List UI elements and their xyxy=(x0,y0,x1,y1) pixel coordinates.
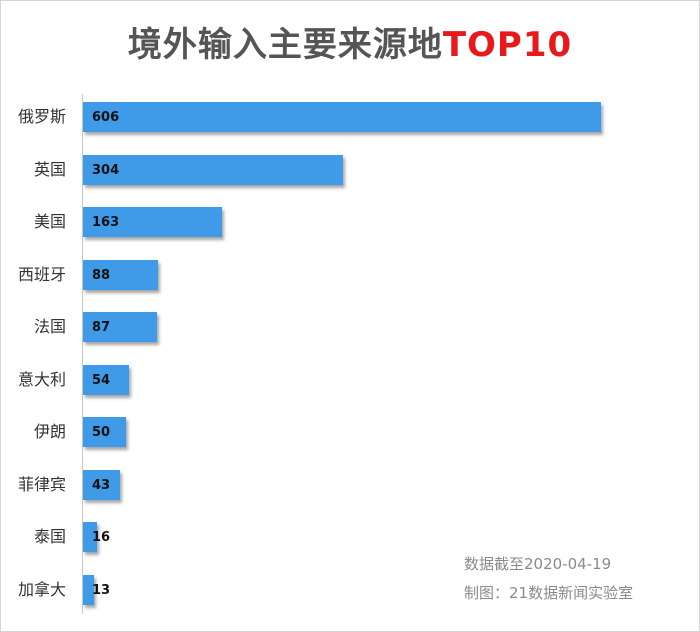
bar-value-label: 50 xyxy=(92,425,111,440)
bar-value-label: 43 xyxy=(92,477,111,493)
bar xyxy=(83,522,97,552)
category-label: 菲律宾 xyxy=(17,474,66,494)
category-label: 俄罗斯 xyxy=(17,107,66,126)
bar xyxy=(83,207,223,237)
bar-value-label: 16 xyxy=(92,530,111,545)
bar-value-label: 606 xyxy=(92,110,120,125)
bar xyxy=(83,574,95,605)
chart-title-accent: TOP10 xyxy=(442,25,573,65)
category-label: 加拿大 xyxy=(17,579,66,599)
bar xyxy=(83,102,601,132)
category-label: 法国 xyxy=(33,317,66,336)
bar xyxy=(83,364,130,395)
category-label: 意大利 xyxy=(17,369,66,389)
data-date-note: 数据截至2020-04-19 xyxy=(464,555,612,573)
category-label: 泰国 xyxy=(33,527,66,546)
category-label: 西班牙 xyxy=(17,264,66,284)
chart-title: 境外输入主要来源地TOP10 xyxy=(1,17,699,66)
category-label: 伊朗 xyxy=(33,422,66,441)
bar xyxy=(83,259,159,290)
bar-value-label: 54 xyxy=(92,372,111,388)
chart-title-main: 境外输入主要来源地 xyxy=(127,25,443,65)
bar xyxy=(83,469,120,500)
bar xyxy=(83,417,126,447)
bar-value-label: 87 xyxy=(92,320,111,335)
bar-value-label: 88 xyxy=(92,267,111,283)
bar-value-label: 163 xyxy=(92,215,120,230)
category-label: 英国 xyxy=(33,159,66,179)
bar xyxy=(83,154,343,185)
category-axis-line xyxy=(82,94,83,614)
category-label: 美国 xyxy=(33,212,66,231)
bar xyxy=(83,312,158,342)
chart-credit: 制图：21数据新闻实验室 xyxy=(464,584,634,602)
bar-value-label: 13 xyxy=(92,582,111,598)
bar-value-label: 304 xyxy=(92,162,120,178)
